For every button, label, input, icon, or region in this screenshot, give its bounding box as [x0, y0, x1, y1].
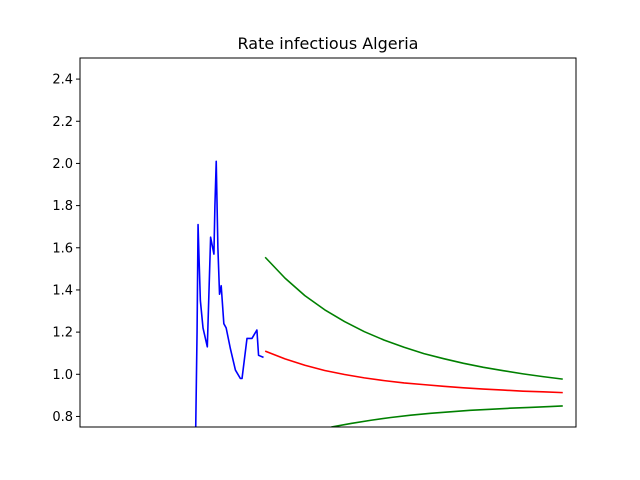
y-tick-label: 2.0: [52, 157, 73, 172]
y-tick-label: 1.0: [52, 368, 73, 383]
plot-frame: [79, 57, 577, 428]
series-line-0: [194, 160, 264, 427]
y-tick-label: 1.6: [52, 241, 73, 256]
y-tick-label: 0.8: [52, 410, 73, 425]
y-axis: 0.8 1.0 1.2 1.4 1.6 1.8 2.0 2.2 2.4: [52, 73, 80, 425]
chart-title: Rate infectious Algeria: [238, 34, 419, 53]
y-tick-label: 2.2: [52, 115, 73, 130]
series-line-2: [264, 256, 563, 380]
series-layer: [194, 160, 563, 427]
y-tick-label: 1.4: [52, 283, 73, 298]
y-tick-label: 1.2: [52, 326, 73, 341]
y-tick-label: 1.8: [52, 199, 73, 214]
y-tick-label: 2.4: [52, 73, 73, 88]
series-line-1: [264, 350, 563, 394]
series-line-3: [331, 405, 563, 427]
